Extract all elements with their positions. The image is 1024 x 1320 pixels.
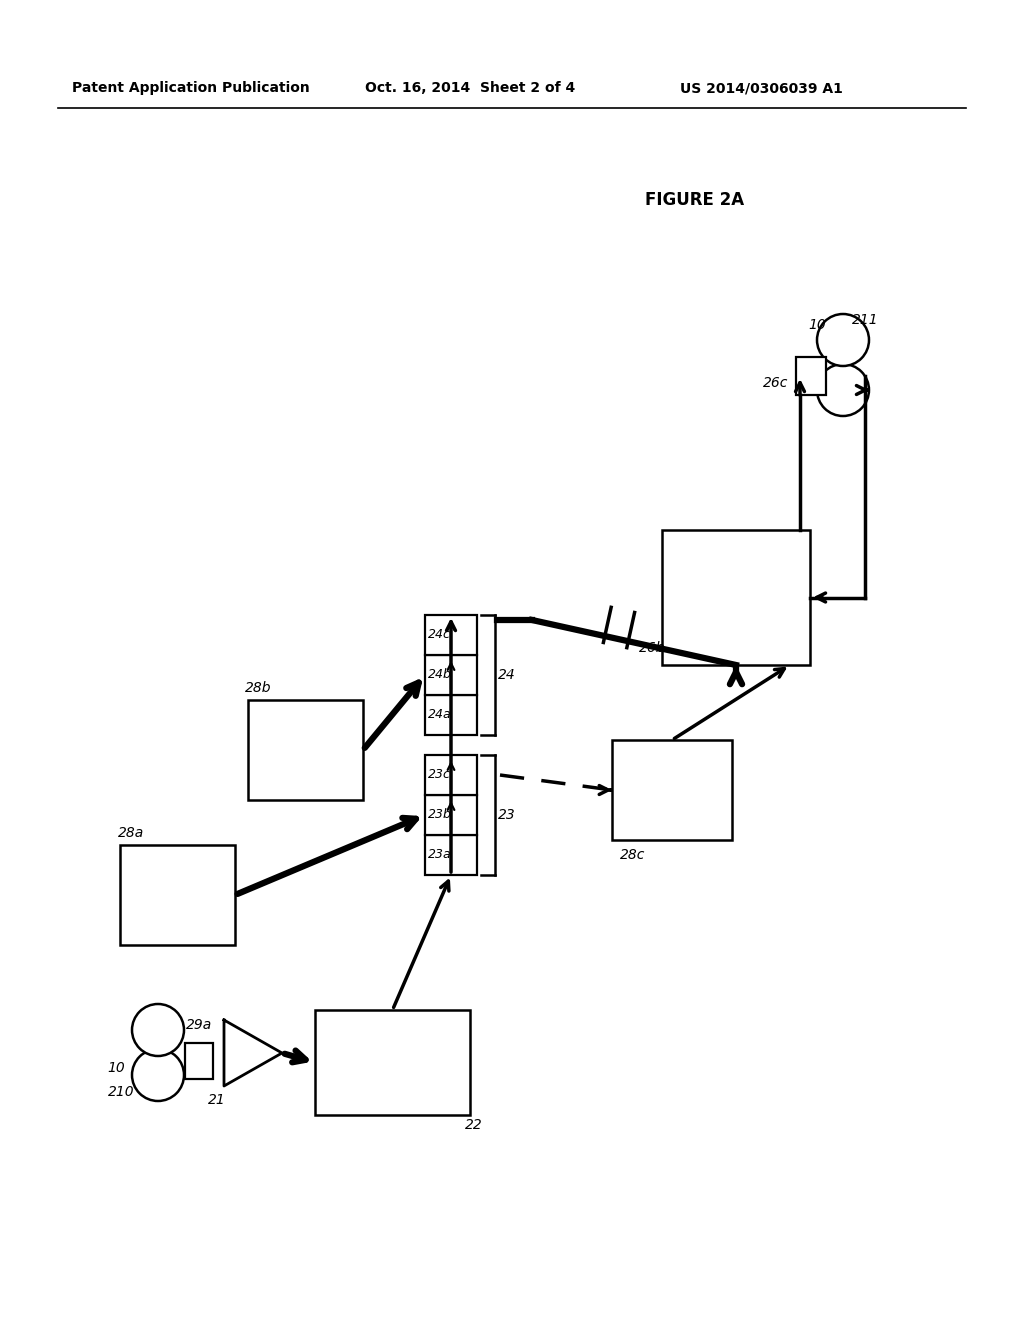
Text: 26c: 26c	[763, 376, 788, 389]
Text: 29a: 29a	[186, 1018, 212, 1032]
Text: 26b: 26b	[639, 640, 666, 655]
Text: 23b: 23b	[428, 808, 452, 821]
Text: Patent Application Publication: Patent Application Publication	[72, 81, 309, 95]
Text: 28c: 28c	[620, 847, 645, 862]
Bar	[425, 615, 477, 655]
Text: 24a: 24a	[428, 709, 452, 722]
Text: 23c: 23c	[428, 768, 451, 781]
Text: 22: 22	[465, 1118, 482, 1133]
Bar	[425, 696, 477, 735]
Text: 24c: 24c	[428, 628, 451, 642]
Text: 24b: 24b	[428, 668, 452, 681]
Bar	[425, 755, 477, 795]
Bar	[120, 845, 234, 945]
Text: 23: 23	[498, 808, 516, 822]
Bar	[425, 836, 477, 875]
Text: 21: 21	[208, 1093, 225, 1107]
Polygon shape	[224, 1020, 282, 1086]
Text: 10: 10	[808, 318, 825, 333]
Text: US 2014/0306039 A1: US 2014/0306039 A1	[680, 81, 843, 95]
Text: 24: 24	[498, 668, 516, 682]
Text: Oct. 16, 2014  Sheet 2 of 4: Oct. 16, 2014 Sheet 2 of 4	[365, 81, 575, 95]
Bar	[315, 1010, 470, 1115]
Bar	[425, 655, 477, 696]
Bar	[248, 700, 362, 800]
Text: FIGURE 2A: FIGURE 2A	[645, 191, 744, 209]
Circle shape	[132, 1005, 184, 1056]
Text: 28b: 28b	[245, 681, 271, 696]
Bar	[662, 531, 810, 665]
Bar	[612, 741, 732, 840]
Text: 23a: 23a	[428, 849, 452, 862]
Bar	[796, 356, 826, 395]
Circle shape	[817, 364, 869, 416]
Bar	[425, 795, 477, 836]
Text: 210: 210	[108, 1085, 134, 1100]
Bar	[185, 1043, 213, 1078]
Text: 211: 211	[852, 313, 879, 327]
Circle shape	[132, 1049, 184, 1101]
Circle shape	[817, 314, 869, 366]
Text: 28a: 28a	[118, 826, 144, 840]
Text: 10: 10	[106, 1061, 125, 1074]
